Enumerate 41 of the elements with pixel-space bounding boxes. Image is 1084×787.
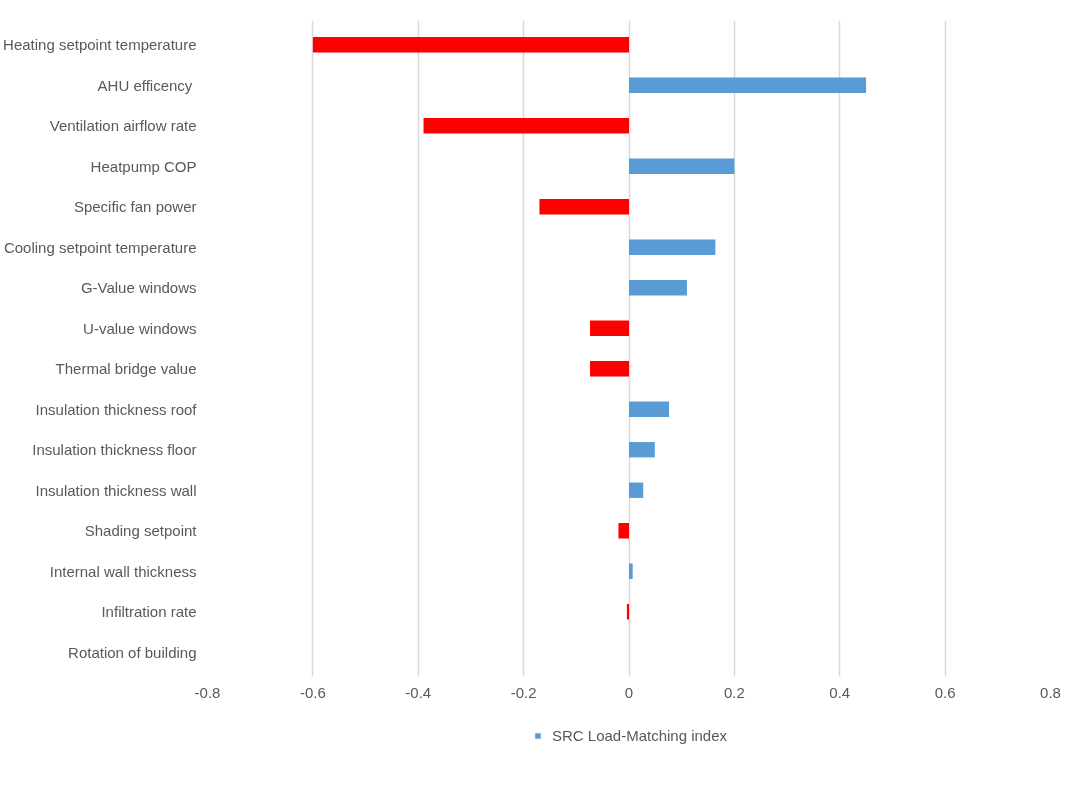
x-tick-label: -0.2 [510,683,537,701]
y-tick-label: Insulation thickness floor [32,441,197,459]
bar [618,523,629,539]
bar [629,280,687,296]
y-tick-label: Heating setpoint temperature [3,36,197,54]
x-tick-label: 0.4 [829,683,851,701]
x-tick-label: 0.6 [934,683,956,701]
bar [629,158,735,174]
y-tick-label: Insulation thickness wall [35,481,197,499]
bar [629,563,633,579]
y-tick-label: G-Value windows [80,279,197,297]
bar [629,442,655,458]
x-tick-label: -0.6 [299,683,326,701]
x-tick-label: 0.8 [1040,683,1061,701]
legend-label: SRC Load-Matching index [551,726,728,744]
y-tick-label: Ventilation airflow rate [49,117,197,135]
bar [626,604,629,620]
x-tick-label: -0.4 [405,683,432,701]
y-tick-label: U-value windows [83,319,197,337]
y-tick-label: Rotation of building [68,643,197,661]
y-tick-label: Infiltration rate [101,603,197,621]
bar [629,482,644,498]
x-tick-label: 0.2 [723,683,745,701]
y-tick-label: Thermal bridge value [55,360,197,378]
x-tick-label: 0 [624,683,634,701]
y-tick-label: Insulation thickness roof [35,400,198,418]
bar [629,239,716,255]
bar [423,118,629,134]
y-tick-label: Specific fan power [73,198,197,216]
y-tick-label: Heatpump COP [90,157,197,175]
bar [539,199,629,215]
y-tick-label: AHU efficency [97,76,193,94]
bar [312,37,629,53]
x-tick-label: -0.8 [194,683,221,701]
bar [590,320,629,336]
y-tick-label: Shading setpoint [84,522,198,540]
bar [629,77,867,93]
bar [590,361,629,377]
bar [629,401,670,417]
y-tick-label: Internal wall thickness [49,562,197,580]
y-tick-label: Cooling setpoint temperature [3,238,197,256]
